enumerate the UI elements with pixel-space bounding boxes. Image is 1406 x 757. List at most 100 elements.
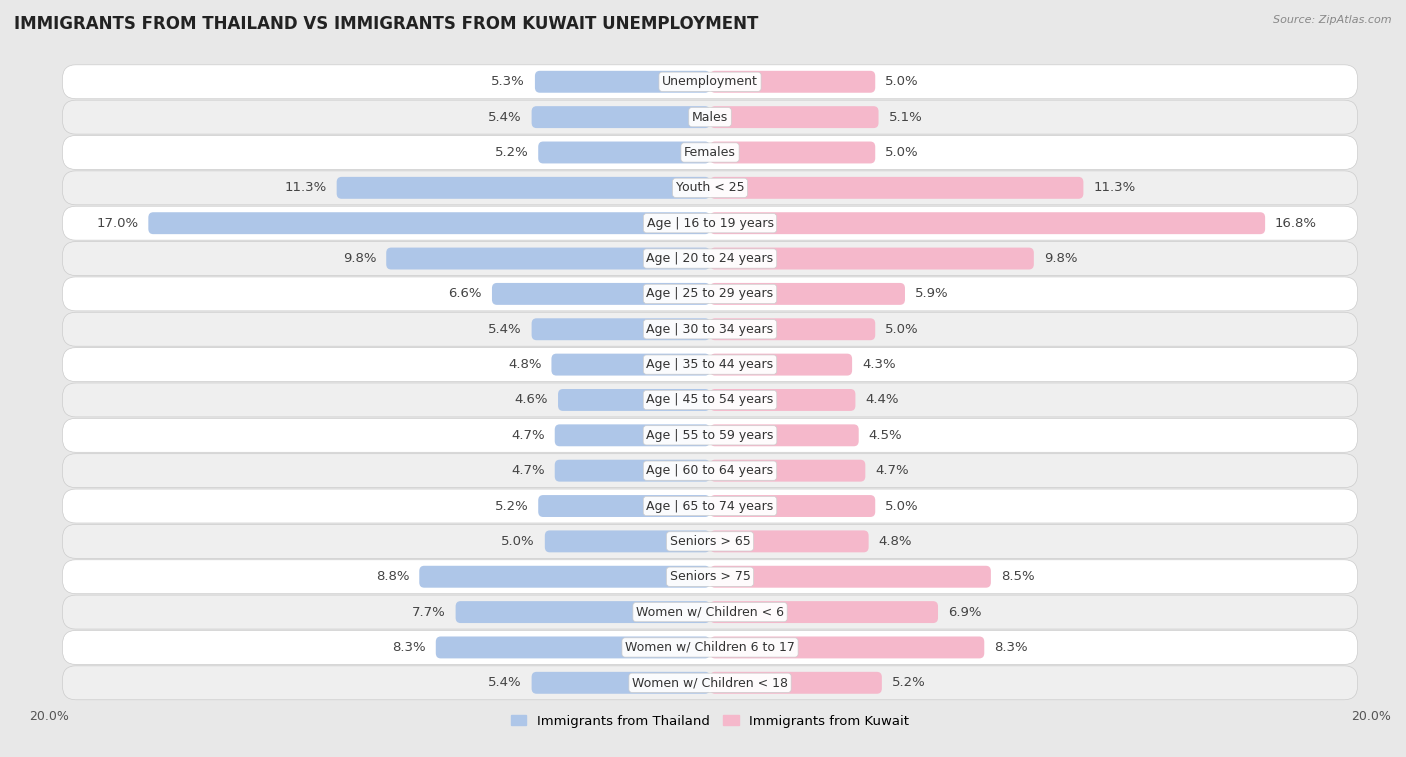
FancyBboxPatch shape <box>62 136 1358 170</box>
FancyBboxPatch shape <box>710 248 1033 269</box>
Text: 4.4%: 4.4% <box>865 394 898 407</box>
FancyBboxPatch shape <box>710 672 882 693</box>
Text: 5.3%: 5.3% <box>491 75 524 89</box>
FancyBboxPatch shape <box>710 425 859 447</box>
FancyBboxPatch shape <box>710 283 905 305</box>
Text: Age | 45 to 54 years: Age | 45 to 54 years <box>647 394 773 407</box>
FancyBboxPatch shape <box>546 531 710 553</box>
FancyBboxPatch shape <box>710 142 875 164</box>
Text: Age | 30 to 34 years: Age | 30 to 34 years <box>647 322 773 336</box>
FancyBboxPatch shape <box>710 495 875 517</box>
Text: 5.4%: 5.4% <box>488 111 522 123</box>
FancyBboxPatch shape <box>710 637 984 659</box>
Text: IMMIGRANTS FROM THAILAND VS IMMIGRANTS FROM KUWAIT UNEMPLOYMENT: IMMIGRANTS FROM THAILAND VS IMMIGRANTS F… <box>14 15 758 33</box>
Legend: Immigrants from Thailand, Immigrants from Kuwait: Immigrants from Thailand, Immigrants fro… <box>505 709 915 733</box>
FancyBboxPatch shape <box>558 389 710 411</box>
FancyBboxPatch shape <box>62 595 1358 629</box>
Text: 5.2%: 5.2% <box>495 500 529 512</box>
FancyBboxPatch shape <box>710 531 869 553</box>
Text: Seniors > 75: Seniors > 75 <box>669 570 751 583</box>
Text: 16.8%: 16.8% <box>1275 217 1317 229</box>
FancyBboxPatch shape <box>534 71 710 93</box>
Text: 5.4%: 5.4% <box>488 322 522 336</box>
Text: Females: Females <box>685 146 735 159</box>
Text: Age | 25 to 29 years: Age | 25 to 29 years <box>647 288 773 301</box>
Text: 8.5%: 8.5% <box>1001 570 1035 583</box>
FancyBboxPatch shape <box>538 142 710 164</box>
Text: 4.7%: 4.7% <box>512 464 546 477</box>
FancyBboxPatch shape <box>710 318 875 340</box>
FancyBboxPatch shape <box>710 354 852 375</box>
FancyBboxPatch shape <box>62 525 1358 559</box>
Text: 5.2%: 5.2% <box>891 676 925 690</box>
Text: 4.7%: 4.7% <box>512 428 546 442</box>
Text: 5.0%: 5.0% <box>886 146 918 159</box>
FancyBboxPatch shape <box>62 347 1358 382</box>
FancyBboxPatch shape <box>62 666 1358 699</box>
FancyBboxPatch shape <box>62 631 1358 665</box>
Text: 17.0%: 17.0% <box>96 217 138 229</box>
Text: 5.1%: 5.1% <box>889 111 922 123</box>
FancyBboxPatch shape <box>710 212 1265 234</box>
FancyBboxPatch shape <box>62 383 1358 417</box>
Text: 5.2%: 5.2% <box>495 146 529 159</box>
FancyBboxPatch shape <box>538 495 710 517</box>
Text: 5.0%: 5.0% <box>502 535 534 548</box>
FancyBboxPatch shape <box>710 71 875 93</box>
Text: Women w/ Children < 18: Women w/ Children < 18 <box>633 676 787 690</box>
Text: Youth < 25: Youth < 25 <box>676 182 744 195</box>
FancyBboxPatch shape <box>710 177 1084 199</box>
Text: Age | 65 to 74 years: Age | 65 to 74 years <box>647 500 773 512</box>
Text: 11.3%: 11.3% <box>284 182 326 195</box>
FancyBboxPatch shape <box>531 106 710 128</box>
FancyBboxPatch shape <box>710 459 865 481</box>
FancyBboxPatch shape <box>149 212 710 234</box>
Text: Women w/ Children < 6: Women w/ Children < 6 <box>636 606 785 618</box>
Text: 4.8%: 4.8% <box>879 535 912 548</box>
Text: 6.6%: 6.6% <box>449 288 482 301</box>
Text: 5.0%: 5.0% <box>886 322 918 336</box>
Text: 8.3%: 8.3% <box>392 641 426 654</box>
FancyBboxPatch shape <box>492 283 710 305</box>
Text: 6.9%: 6.9% <box>948 606 981 618</box>
FancyBboxPatch shape <box>710 565 991 587</box>
Text: Women w/ Children 6 to 17: Women w/ Children 6 to 17 <box>626 641 794 654</box>
FancyBboxPatch shape <box>336 177 710 199</box>
Text: 9.8%: 9.8% <box>1043 252 1077 265</box>
Text: Unemployment: Unemployment <box>662 75 758 89</box>
FancyBboxPatch shape <box>62 419 1358 452</box>
FancyBboxPatch shape <box>62 65 1358 98</box>
Text: Source: ZipAtlas.com: Source: ZipAtlas.com <box>1274 15 1392 25</box>
FancyBboxPatch shape <box>555 425 710 447</box>
Text: 4.5%: 4.5% <box>869 428 903 442</box>
FancyBboxPatch shape <box>387 248 710 269</box>
FancyBboxPatch shape <box>551 354 710 375</box>
Text: 4.3%: 4.3% <box>862 358 896 371</box>
Text: 4.7%: 4.7% <box>875 464 908 477</box>
FancyBboxPatch shape <box>62 559 1358 593</box>
Text: Age | 16 to 19 years: Age | 16 to 19 years <box>647 217 773 229</box>
FancyBboxPatch shape <box>62 206 1358 240</box>
Text: 5.0%: 5.0% <box>886 75 918 89</box>
Text: Seniors > 65: Seniors > 65 <box>669 535 751 548</box>
Text: Males: Males <box>692 111 728 123</box>
FancyBboxPatch shape <box>62 277 1358 311</box>
FancyBboxPatch shape <box>62 313 1358 346</box>
Text: 9.8%: 9.8% <box>343 252 377 265</box>
Text: Age | 60 to 64 years: Age | 60 to 64 years <box>647 464 773 477</box>
Text: 5.0%: 5.0% <box>886 500 918 512</box>
FancyBboxPatch shape <box>62 241 1358 276</box>
FancyBboxPatch shape <box>531 318 710 340</box>
Text: 8.3%: 8.3% <box>994 641 1028 654</box>
Text: Age | 55 to 59 years: Age | 55 to 59 years <box>647 428 773 442</box>
Text: 4.6%: 4.6% <box>515 394 548 407</box>
Text: 8.8%: 8.8% <box>375 570 409 583</box>
FancyBboxPatch shape <box>62 453 1358 488</box>
FancyBboxPatch shape <box>436 637 710 659</box>
FancyBboxPatch shape <box>62 100 1358 134</box>
FancyBboxPatch shape <box>62 171 1358 205</box>
FancyBboxPatch shape <box>419 565 710 587</box>
Text: 5.9%: 5.9% <box>915 288 949 301</box>
FancyBboxPatch shape <box>710 106 879 128</box>
FancyBboxPatch shape <box>710 389 855 411</box>
